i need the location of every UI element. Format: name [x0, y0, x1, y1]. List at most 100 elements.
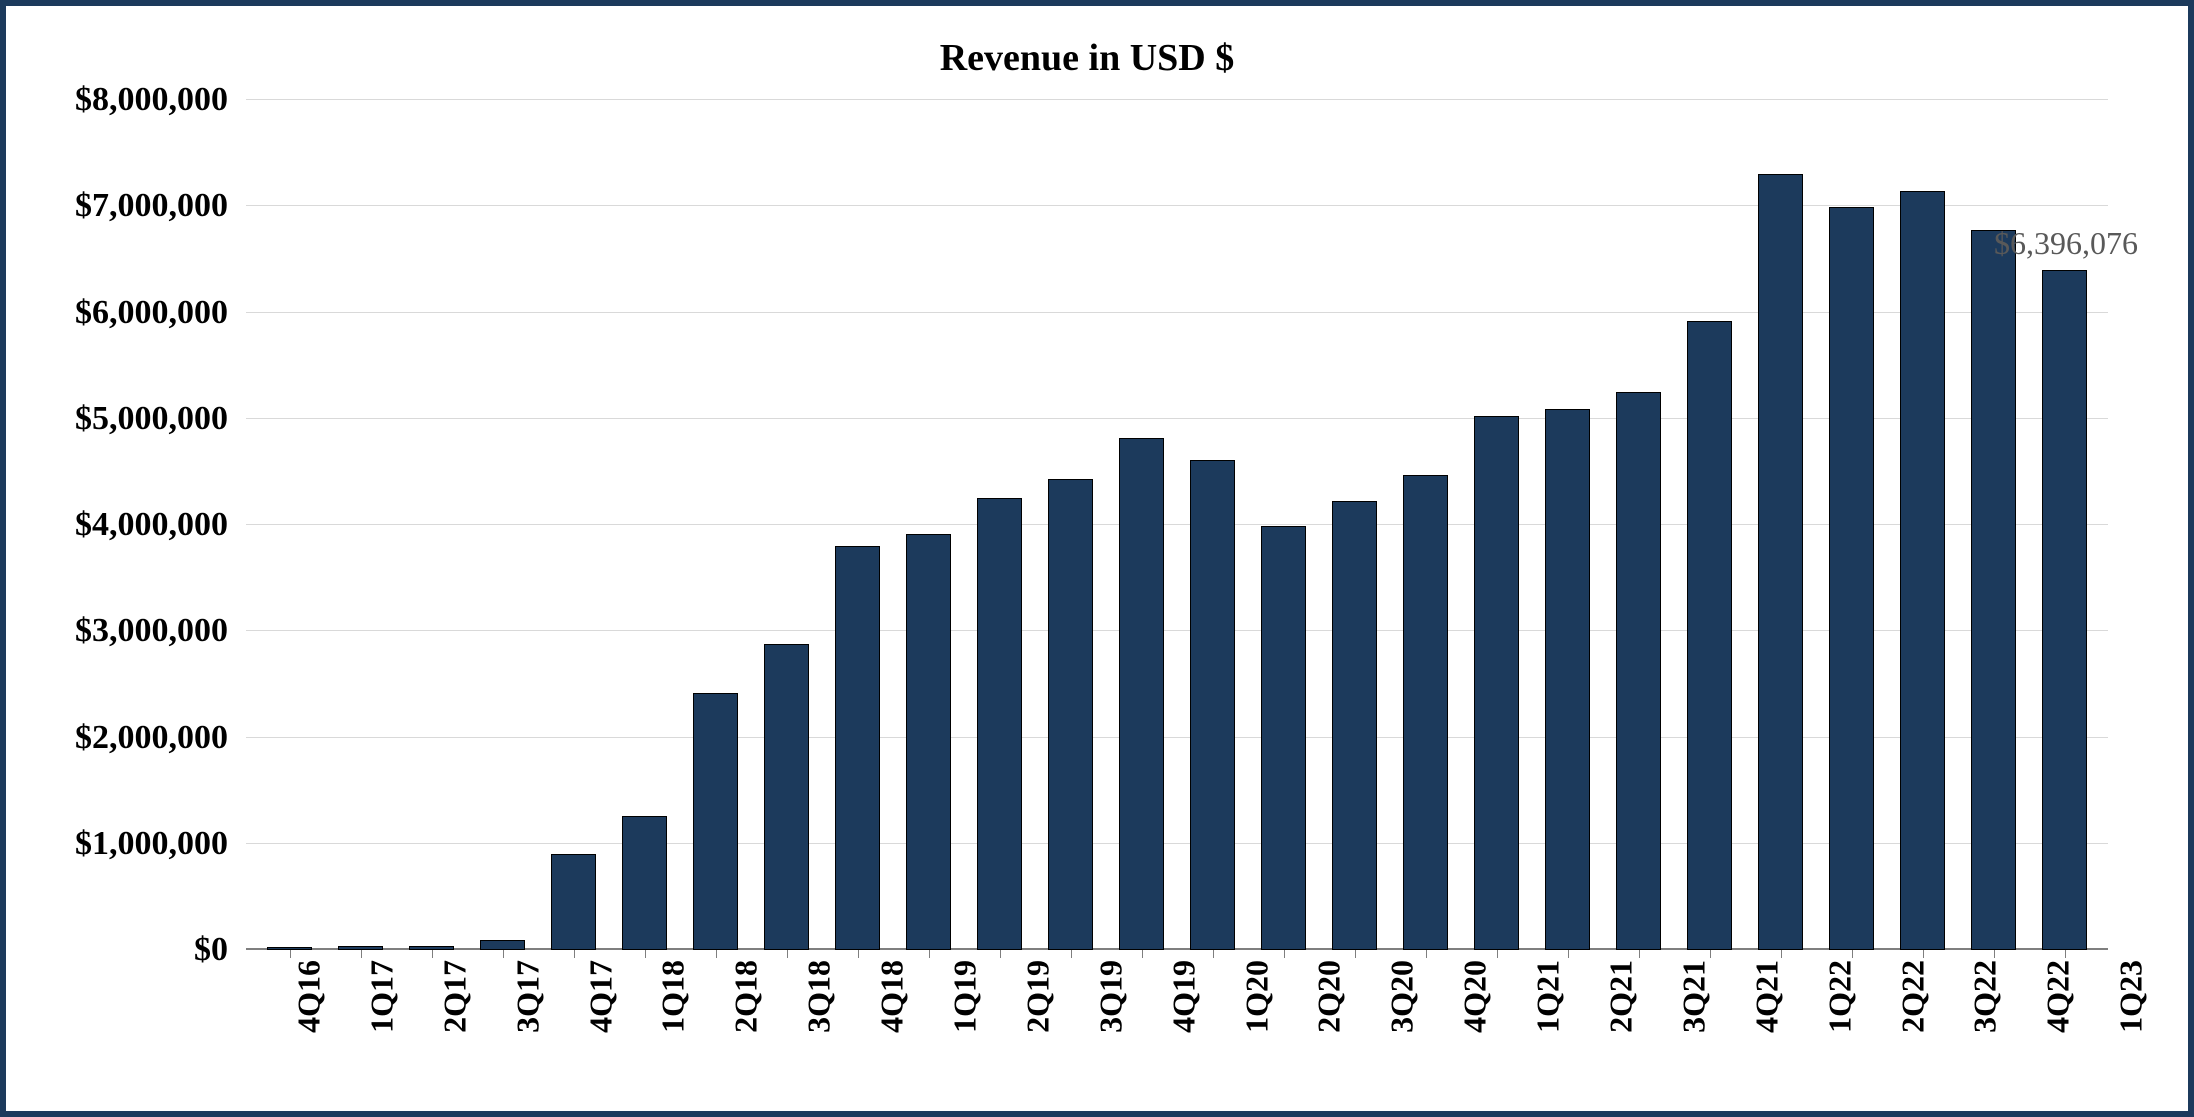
bar — [1900, 191, 1944, 950]
x-tick-label: 4Q20 — [1457, 960, 1494, 1033]
bar — [622, 816, 666, 950]
bar-slot — [325, 100, 396, 950]
chart-title: Revenue in USD $ — [26, 36, 2148, 80]
bar-slot — [254, 100, 325, 950]
bar-slot — [1319, 100, 1390, 950]
x-tick-label: 3Q22 — [1967, 960, 2004, 1033]
y-tick-label: $3,000,000 — [75, 612, 246, 650]
bar — [1616, 392, 1660, 950]
bar-slot — [467, 100, 538, 950]
x-label-slot: 2Q19 — [983, 950, 1056, 997]
x-tick-label: 3Q17 — [509, 960, 546, 1033]
bar-slot — [751, 100, 822, 950]
x-label-slot: 2Q22 — [1858, 950, 1931, 997]
bar — [2042, 270, 2086, 950]
y-tick-label: $5,000,000 — [75, 400, 246, 438]
x-label-slot: 4Q16 — [254, 950, 327, 997]
bar-slot — [1390, 100, 1461, 950]
bar-slot — [1603, 100, 1674, 950]
y-tick-label: $7,000,000 — [75, 187, 246, 225]
x-label-slot: 1Q19 — [910, 950, 983, 997]
y-tick-label: $1,000,000 — [75, 825, 246, 863]
x-label-slot: 4Q21 — [1712, 950, 1785, 997]
x-label-slot: 3Q19 — [1056, 950, 1129, 997]
bar — [1758, 174, 1802, 950]
bar-slot — [680, 100, 751, 950]
bars-container — [246, 100, 2108, 950]
bar — [1545, 409, 1589, 950]
x-tick-label: 1Q21 — [1530, 960, 1567, 1033]
bar-slot — [1248, 100, 1319, 950]
x-label-slot: 1Q17 — [327, 950, 400, 997]
x-tick-label: 3Q18 — [801, 960, 838, 1033]
x-tick-label: 1Q17 — [363, 960, 400, 1033]
bar — [1048, 479, 1092, 950]
bar-slot — [396, 100, 467, 950]
bar-slot — [1106, 100, 1177, 950]
x-tick-label: 1Q18 — [655, 960, 692, 1033]
bar — [835, 546, 879, 950]
bar — [1261, 526, 1305, 950]
x-tick-label: 4Q17 — [582, 960, 619, 1033]
x-tick-label: 2Q20 — [1311, 960, 1348, 1033]
bar — [1190, 460, 1234, 950]
bar — [480, 940, 524, 950]
x-tick-label: 1Q23 — [2113, 960, 2150, 1033]
bar-slot — [893, 100, 964, 950]
x-label-slot: 4Q22 — [2003, 950, 2076, 997]
x-tick-label: 4Q16 — [290, 960, 327, 1033]
x-label-slot: 2Q20 — [1274, 950, 1347, 997]
x-tick-label: 4Q22 — [2040, 960, 2077, 1033]
x-label-slot: 1Q21 — [1493, 950, 1566, 997]
plot-area: $0$1,000,000$2,000,000$3,000,000$4,000,0… — [246, 100, 2108, 950]
bar — [1687, 321, 1731, 950]
bar-slot — [1816, 100, 1887, 950]
y-tick-label: $0 — [194, 931, 246, 969]
bar-slot — [538, 100, 609, 950]
x-tick-label: 4Q18 — [874, 960, 911, 1033]
bar — [764, 644, 808, 950]
bar — [1119, 438, 1163, 950]
x-label-slot: 1Q23 — [2076, 950, 2149, 997]
x-tick-label: 4Q21 — [1748, 960, 1785, 1033]
x-label-slot: 2Q21 — [1566, 950, 1639, 997]
y-tick-label: $2,000,000 — [75, 719, 246, 757]
y-tick-label: $8,000,000 — [75, 81, 246, 119]
bar — [1403, 475, 1447, 950]
bar — [1474, 416, 1518, 950]
x-label-slot: 4Q18 — [837, 950, 910, 997]
x-label-slot: 3Q21 — [1639, 950, 1712, 997]
x-tick-label: 3Q20 — [1384, 960, 1421, 1033]
x-label-slot: 3Q20 — [1347, 950, 1420, 997]
x-label-slot: 3Q22 — [1930, 950, 2003, 997]
x-tick-label: 2Q19 — [1019, 960, 1056, 1033]
x-label-slot: 1Q20 — [1202, 950, 1275, 997]
bar-slot — [1461, 100, 1532, 950]
x-tick-label: 2Q22 — [1894, 960, 1931, 1033]
bar-slot — [822, 100, 893, 950]
chart-container: Revenue in USD $ $0$1,000,000$2,000,000$… — [0, 0, 2194, 1117]
data-label: $6,396,076 — [1994, 225, 2138, 262]
x-tick-label: 4Q19 — [1165, 960, 1202, 1033]
y-tick-label: $4,000,000 — [75, 506, 246, 544]
x-label-slot: 2Q18 — [691, 950, 764, 997]
bar-slot — [609, 100, 680, 950]
x-label-slot: 4Q20 — [1420, 950, 1493, 997]
bar — [906, 534, 950, 951]
bar-slot — [1674, 100, 1745, 950]
x-label-slot: 3Q17 — [473, 950, 546, 997]
x-label-slot: 2Q17 — [400, 950, 473, 997]
x-tick-label: 3Q21 — [1675, 960, 1712, 1033]
bar — [977, 498, 1021, 950]
bar-slot — [1745, 100, 1816, 950]
x-tick-label: 2Q21 — [1602, 960, 1639, 1033]
bar — [551, 854, 595, 950]
x-tick-label: 1Q20 — [1238, 960, 1275, 1033]
bar-slot — [1532, 100, 1603, 950]
y-tick-label: $6,000,000 — [75, 294, 246, 332]
bar — [1971, 230, 2015, 950]
bar-slot — [1035, 100, 1106, 950]
x-label-slot: 3Q18 — [764, 950, 837, 997]
bar-slot — [964, 100, 1035, 950]
bar — [1332, 501, 1376, 950]
